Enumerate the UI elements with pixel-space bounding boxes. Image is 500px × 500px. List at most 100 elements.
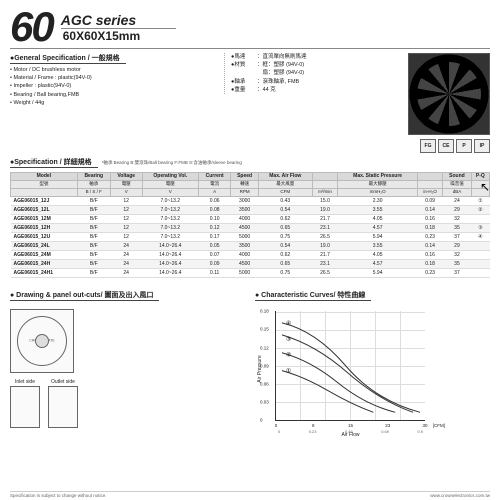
- cell: B/F: [77, 197, 110, 206]
- xtick: 23: [385, 423, 390, 428]
- cell: 0.43: [258, 197, 312, 206]
- cell: 5000: [231, 269, 259, 278]
- cell: AGE06015_24L: [11, 242, 78, 251]
- cell: 21.7: [312, 251, 338, 260]
- col-header: m³/min: [312, 189, 338, 197]
- cell: 4.05: [338, 215, 418, 224]
- cell: 7.0~13.2: [142, 206, 198, 215]
- curve-label: ②: [286, 352, 291, 359]
- cell: 0.54: [258, 242, 312, 251]
- cell: 29: [443, 242, 471, 251]
- genspec-item: Motor / DC brushless motor: [10, 66, 214, 74]
- cell: 24: [443, 197, 471, 206]
- table-row: AGE06015_12HB/F127.0~13.20.1245000.6523.…: [11, 224, 490, 233]
- header: 60 AGC series 60X60X15mm: [10, 8, 490, 49]
- genspec-right-row: ●軸承：滾珠軸承, FMB: [231, 78, 398, 86]
- table-row: AGE06015_12UB/F127.0~13.20.1750000.7526.…: [11, 233, 490, 242]
- cell: 3.55: [338, 242, 418, 251]
- cell: 15.0: [312, 197, 338, 206]
- table-row: AGE06015_12JB/F127.0~13.20.0630000.4315.…: [11, 197, 490, 206]
- y-axis-label: Air Pressure: [257, 355, 263, 383]
- series-title: AGC series: [61, 12, 176, 29]
- cell: 0.12: [199, 224, 231, 233]
- cell: 4000: [231, 215, 259, 224]
- col-header: 型號: [11, 181, 78, 189]
- ytick: 0: [260, 418, 263, 423]
- cell: AGE06015_12L: [11, 206, 78, 215]
- genspec-item: Weight / 44g: [10, 99, 214, 107]
- ytick: 0.06: [260, 381, 269, 386]
- ytick: 0.15: [260, 327, 269, 332]
- cell: 35: [443, 260, 471, 269]
- col-header: V: [142, 189, 198, 197]
- ytick: 0.18: [260, 309, 269, 314]
- cell: 29: [443, 206, 471, 215]
- cell: B/F: [77, 242, 110, 251]
- cell: [471, 260, 489, 269]
- table-row: AGE06015_24MB/F2414.0~26.40.0740000.6221…: [11, 251, 490, 260]
- cell: 3000: [231, 197, 259, 206]
- cell: 4.57: [338, 224, 418, 233]
- cell: 14.0~26.4: [142, 260, 198, 269]
- cell: 5.94: [338, 233, 418, 242]
- footer-left: Specification is subject to change witho…: [10, 493, 107, 498]
- general-spec: ●General Specification / 一般規格 Motor / DC…: [10, 53, 490, 135]
- cell: 19.0: [312, 242, 338, 251]
- cell: 0.23: [417, 269, 442, 278]
- cell: AGE06015_24H: [11, 260, 78, 269]
- col-header: 轉速: [231, 181, 259, 189]
- cell: 19.0: [312, 206, 338, 215]
- genspec-item: Material / Frame : plastic(94V-0): [10, 74, 214, 82]
- badge: IP: [474, 139, 490, 153]
- table-row: AGE06015_24H1B/F2414.0~26.40.1150000.752…: [11, 269, 490, 278]
- col-header: 最大靜壓: [338, 181, 418, 189]
- curve: [282, 323, 420, 412]
- cell: 0.09: [199, 260, 231, 269]
- col-header: Model: [11, 172, 78, 181]
- footer-right: www.crownelectronics.com.tw: [430, 493, 490, 498]
- drawing-section: ● Drawing & panel out-cuts/ 圖面及出入風口 CROW…: [10, 290, 245, 428]
- cell: 4.05: [338, 251, 418, 260]
- chart-section: ● Characteristic Curves/ 特性曲線 Air Pressu…: [255, 290, 490, 428]
- cell: 14.0~26.4: [142, 242, 198, 251]
- cell: 0.62: [258, 215, 312, 224]
- xtick: 30: [422, 423, 427, 428]
- curve-label: ①: [286, 368, 291, 375]
- badge: FG: [420, 139, 436, 153]
- cell: 37: [443, 233, 471, 242]
- cell: 12: [110, 233, 142, 242]
- series-dim: 60X60X15mm: [63, 29, 140, 43]
- chart-title: ● Characteristic Curves/ 特性曲線: [255, 290, 371, 301]
- cell: AGE06015_24H1: [11, 269, 78, 278]
- col-header: 電壓: [142, 181, 198, 189]
- genspec-item: Bearing / Ball bearing,FMB: [10, 91, 214, 99]
- col-header: dBA: [443, 189, 471, 197]
- cell: 23.1: [312, 260, 338, 269]
- col-header: [417, 172, 442, 181]
- cell: 24: [110, 260, 142, 269]
- cell: 32: [443, 215, 471, 224]
- cell: AGE06015_12M: [11, 215, 78, 224]
- cell: B/F: [77, 269, 110, 278]
- cell: 0.09: [417, 197, 442, 206]
- cell: 7.0~13.2: [142, 224, 198, 233]
- drawing-title: ● Drawing & panel out-cuts/ 圖面及出入風口: [10, 290, 159, 301]
- spec-table: ModelBearingVoltageOperating Vol.Current…: [10, 172, 490, 278]
- cell: [471, 215, 489, 224]
- curve: [282, 371, 373, 413]
- cell: 12: [110, 224, 142, 233]
- cell: 21.7: [312, 215, 338, 224]
- col-header: 電流: [199, 181, 231, 189]
- cell: 14.0~26.4: [142, 269, 198, 278]
- cell: 37: [443, 269, 471, 278]
- curve-label: ③: [286, 336, 291, 343]
- genspec-right-row: ●馬達：直流單向無刷馬達: [231, 53, 398, 61]
- col-header: [11, 189, 78, 197]
- xtick: 8: [312, 423, 315, 428]
- cell: 23.1: [312, 224, 338, 233]
- cell: 0.18: [417, 260, 442, 269]
- cell: 3.55: [338, 206, 418, 215]
- outlet-view: [48, 386, 78, 428]
- spec-note: *軸承:Bearing B:雙滾珠/Ball bearing F:FMB S:含…: [102, 160, 242, 166]
- cell: 0.16: [417, 251, 442, 260]
